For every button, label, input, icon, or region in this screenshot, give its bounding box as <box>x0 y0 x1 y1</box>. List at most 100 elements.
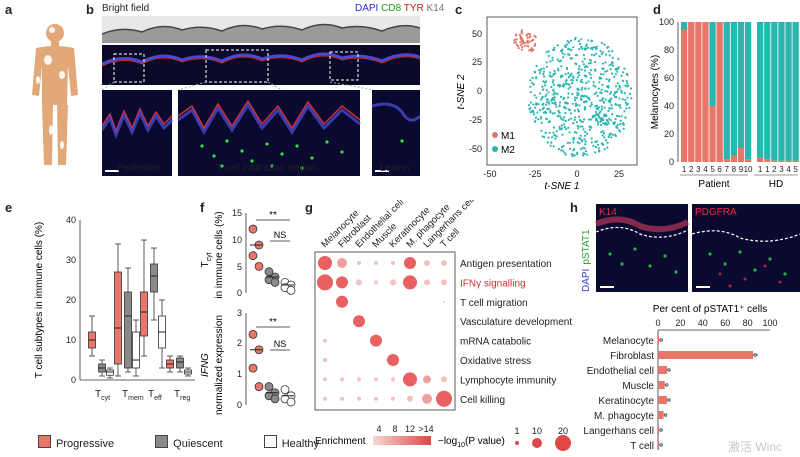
h-xtick: 100 <box>762 318 777 328</box>
tsne-point-m2 <box>581 94 584 97</box>
tsne-point-m1 <box>514 34 518 37</box>
tsne-point-m2 <box>539 92 542 95</box>
tsne-point-m2 <box>557 147 560 151</box>
d-bar-m2 <box>730 22 737 155</box>
e-ytick: 0 <box>71 375 76 385</box>
tsne-point-m2 <box>553 98 556 101</box>
tsne-point-m2 <box>563 53 566 56</box>
g-dot <box>403 372 417 387</box>
h-chart-title: Per cent of pSTAT1⁺ cells <box>653 304 767 315</box>
tsne-point-m2 <box>594 105 597 108</box>
tsne-point-m2 <box>624 84 627 87</box>
tsne-point-m2 <box>580 78 583 81</box>
tsne-point-m2 <box>564 119 567 122</box>
legend-m1-marker <box>492 132 498 138</box>
tsne-point-m2 <box>613 75 616 79</box>
g-dot <box>391 377 395 382</box>
tsne-point-m2 <box>563 123 566 126</box>
tsne-point-m2 <box>587 39 590 42</box>
tsne-point-m2 <box>532 83 535 86</box>
tsne-scatter: 50 25 0 -25 -50 -50 -25 0 25 t-SNE 1 t-S… <box>456 16 638 192</box>
tsne-point-m2 <box>606 90 609 93</box>
pstat1-images: K14 PDGFRA DAPIpSTAT1 <box>581 204 800 292</box>
g-dot <box>441 376 447 383</box>
tsne-point-m2 <box>583 57 586 61</box>
tsne-point-m2 <box>581 140 584 143</box>
tsne-point-m2 <box>630 97 633 100</box>
legend-quiescent: Quiescent <box>155 435 223 450</box>
tsne-point-m2 <box>583 147 586 150</box>
tsne-point-m2 <box>554 137 557 140</box>
g-dot <box>340 377 344 382</box>
tsne-point-m2 <box>534 116 537 119</box>
tsne-point-m2 <box>626 85 629 88</box>
tsne-point-m2 <box>590 53 593 56</box>
tsne-point-m2 <box>574 116 577 119</box>
g-size-tick: 20 <box>558 426 568 436</box>
tsne-point-m2 <box>589 105 592 108</box>
tsne-point-m2 <box>560 146 564 149</box>
tsne-point-m2 <box>572 76 575 79</box>
tsne-ytick: -50 <box>469 144 482 154</box>
tsne-point-m2 <box>573 109 577 112</box>
tsne-point-m2 <box>569 147 572 150</box>
tsne-point-m2 <box>571 92 574 95</box>
tsne-point-m2 <box>561 56 564 59</box>
tsne-point-m2 <box>597 106 600 109</box>
tsne-point-m2 <box>583 118 586 121</box>
d-group-patient: Patient <box>698 179 729 190</box>
g-dot <box>424 279 430 286</box>
f-top-ytick: 0 <box>237 288 242 298</box>
g-row-label: IFNγ signalling <box>460 278 526 289</box>
tsne-point-m2 <box>599 120 602 123</box>
tsne-point-m2 <box>620 91 623 94</box>
h-row-label: Muscle <box>622 381 654 392</box>
d-xtick: 2 <box>772 165 777 174</box>
tsne-point-m2 <box>576 125 579 128</box>
tsne-point-m2 <box>608 64 611 67</box>
tsne-point-m2 <box>581 60 584 63</box>
tsne-point-m2 <box>553 46 556 49</box>
tsne-plot-frame <box>486 16 638 166</box>
tsne-point-m2 <box>621 79 625 82</box>
tsne-point-m2 <box>567 96 570 99</box>
d-bar-m1 <box>695 22 702 162</box>
tsne-point-m2 <box>585 75 588 78</box>
tsne-point-m2 <box>596 123 600 126</box>
tsne-point-m2 <box>594 151 597 154</box>
g-enr-tick: 8 <box>392 424 397 434</box>
tsne-point-m2 <box>601 108 604 111</box>
tsne-point-m2 <box>562 97 565 100</box>
tsne-point-m1 <box>513 38 516 41</box>
tsne-point-m2 <box>623 110 626 113</box>
tsne-point-m2 <box>606 146 609 149</box>
tsne-point-m2 <box>538 69 541 72</box>
tsne-point-m2 <box>594 69 597 72</box>
tsne-point-m2 <box>552 90 555 93</box>
tsne-point-m2 <box>542 70 545 73</box>
tsne-point-m2 <box>590 141 593 144</box>
tsne-point-m2 <box>545 89 548 92</box>
tsne-point-m2 <box>570 49 573 52</box>
tsne-point-m2 <box>575 121 578 124</box>
tsne-point-m2 <box>619 106 622 109</box>
tsne-point-m2 <box>574 104 577 107</box>
bright-field-title: Bright field <box>102 3 150 14</box>
tsne-point-m2 <box>584 134 587 137</box>
d-bar-m1 <box>778 160 785 162</box>
tsne-point-m2 <box>580 38 583 41</box>
tsne-point-m2 <box>547 50 550 53</box>
panel-label-f: f <box>200 200 205 215</box>
tsne-point-m2 <box>545 51 548 54</box>
tsne-point-m2 <box>572 46 575 49</box>
tsne-point-m2 <box>567 76 570 79</box>
e-box <box>106 369 114 376</box>
tsne-point-m2 <box>554 92 557 95</box>
tsne-point-m2 <box>612 93 615 96</box>
tsne-point-m2 <box>623 91 626 95</box>
tsne-point-m2 <box>608 92 611 95</box>
tsne-point-m2 <box>529 106 532 110</box>
g-dot <box>323 377 327 382</box>
tsne-point-m2 <box>575 54 578 57</box>
stain-cd8: CD8 <box>381 3 402 14</box>
